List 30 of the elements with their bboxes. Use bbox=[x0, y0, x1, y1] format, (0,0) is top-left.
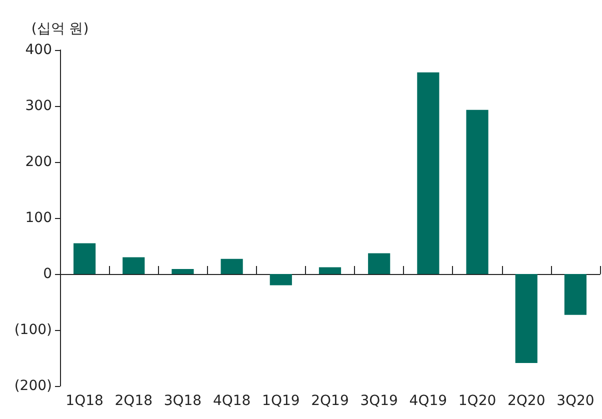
bar bbox=[564, 274, 586, 315]
x-tick-label: 1Q18 bbox=[66, 393, 104, 409]
y-tick-label: (200) bbox=[14, 378, 52, 394]
x-tick-label: 1Q20 bbox=[458, 393, 496, 409]
y-tick-label: 400 bbox=[25, 42, 52, 58]
y-tick-label: (100) bbox=[14, 322, 52, 338]
bar bbox=[172, 268, 194, 274]
bar bbox=[466, 110, 488, 274]
bar bbox=[515, 274, 538, 364]
bar bbox=[74, 243, 96, 274]
bar bbox=[417, 72, 440, 274]
x-tick-label: 3Q18 bbox=[164, 393, 202, 409]
bar bbox=[220, 258, 243, 274]
y-tick-label: 300 bbox=[25, 98, 52, 114]
y-tick-label: 0 bbox=[43, 266, 52, 282]
x-tick-label: 2Q18 bbox=[114, 393, 153, 409]
x-tick-label: 3Q20 bbox=[556, 393, 594, 409]
bar bbox=[270, 274, 292, 286]
x-tick-label: 4Q18 bbox=[212, 393, 251, 409]
x-tick-label: 2Q20 bbox=[507, 393, 546, 409]
y-axis-title: (십억 원) bbox=[31, 21, 89, 37]
bar bbox=[122, 257, 145, 274]
y-tick-label: 200 bbox=[25, 154, 52, 170]
bar bbox=[318, 267, 342, 274]
x-tick-label: 3Q19 bbox=[360, 393, 398, 409]
x-tick-label: 1Q19 bbox=[262, 393, 300, 409]
bar bbox=[368, 253, 390, 274]
x-tick-label: 2Q19 bbox=[311, 393, 349, 409]
x-tick-label: 4Q19 bbox=[409, 393, 448, 409]
y-tick-label: 100 bbox=[25, 210, 52, 226]
